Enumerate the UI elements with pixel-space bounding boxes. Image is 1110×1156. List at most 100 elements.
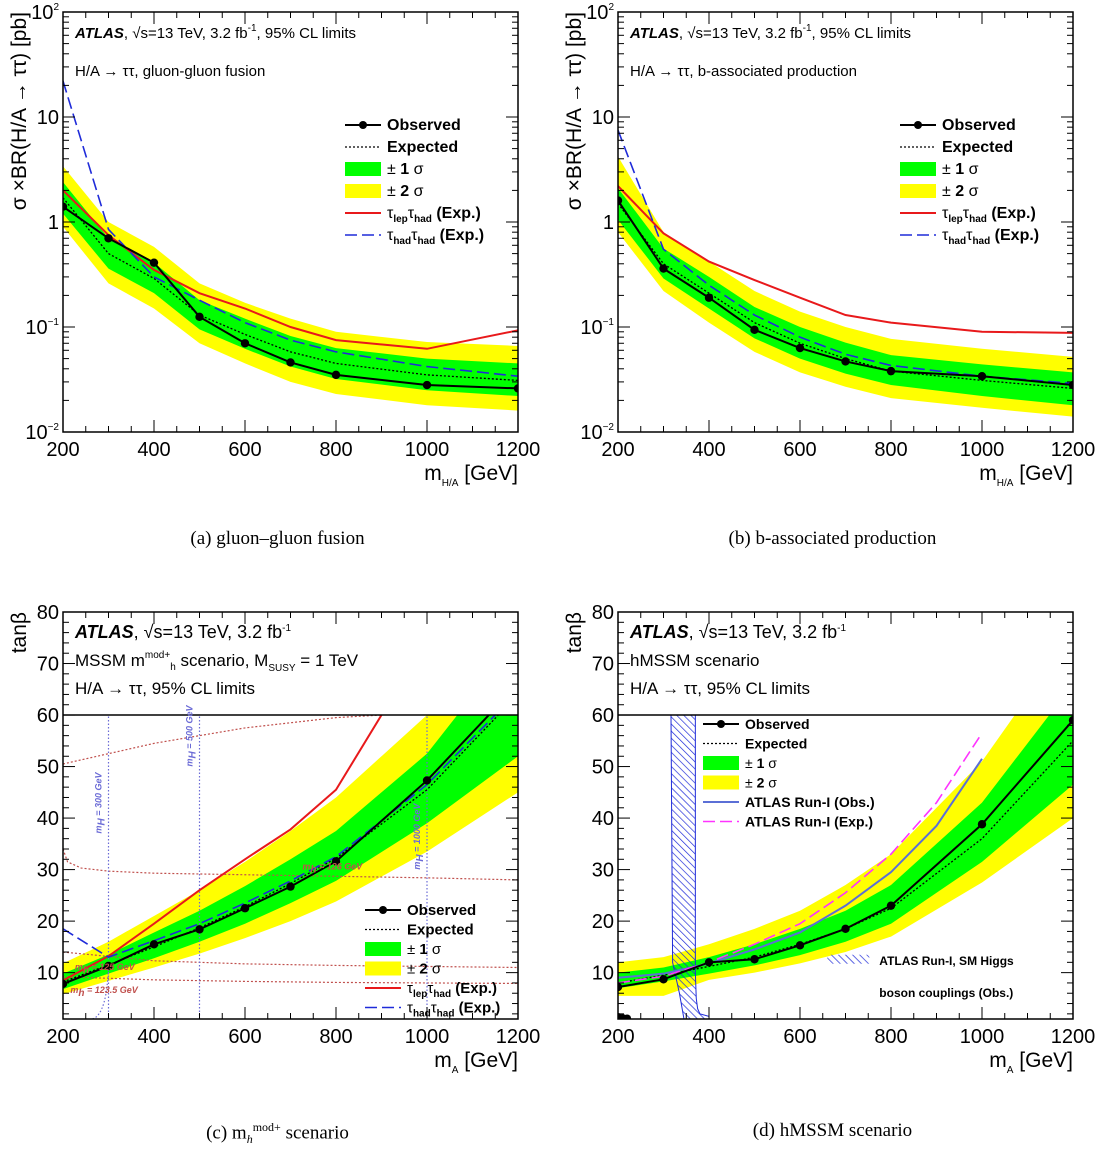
legend-label: ± 1 σ (745, 755, 777, 771)
x-tick-label: 1200 (496, 1026, 541, 1048)
x-tick-label: 1000 (960, 1026, 1005, 1048)
observed-point (149, 258, 159, 267)
legend-label: Expected (407, 922, 474, 939)
legend-label: Observed (745, 716, 810, 732)
observed-point (618, 196, 623, 205)
y-tick-label: 10 (37, 107, 59, 129)
legend-marker-observed (717, 720, 725, 728)
caption-a: (a) gluon–gluon fusion (190, 528, 365, 549)
y-tick-label: 20 (592, 911, 614, 933)
subtitle-2: H/A → ττ, 95% CL limits (630, 679, 810, 698)
legend-label: Observed (387, 117, 461, 134)
caption-b: (b) b-associated production (728, 528, 937, 549)
x-tick-label: 800 (874, 1026, 907, 1048)
mH-line-label: mH = 500 GeV (185, 705, 199, 767)
observed-point (886, 901, 896, 910)
mH-curve (92, 962, 110, 1019)
x-tick-label: 200 (601, 439, 634, 461)
band-2sigma (63, 166, 518, 411)
x-tick-label: 600 (783, 439, 816, 461)
y-axis-label: tanβ (563, 612, 586, 653)
y-tick-label: 10 (592, 963, 614, 985)
legend-marker-observed (359, 121, 367, 129)
hadhad-line (63, 80, 518, 377)
subtitle: H/A → ττ, b-associated production (630, 63, 857, 80)
y-tick-label: 1 (48, 212, 59, 234)
expected-line (618, 203, 1073, 390)
caption-c: (c) mhmod+ scenario (206, 1120, 349, 1147)
y-tick-label: 1 (603, 212, 614, 234)
mh-contour-0 (63, 714, 382, 765)
header-region (63, 612, 518, 716)
observed-point (1068, 380, 1073, 390)
legend-label: Expected (387, 139, 458, 156)
legend-label: Observed (942, 117, 1016, 134)
y-tick-label: 10 (592, 107, 614, 129)
plot-area (63, 80, 518, 411)
legend-swatch-2sigma (900, 184, 936, 198)
hadhad-line (618, 129, 1073, 385)
observed-point (841, 357, 850, 366)
y-tick-label: 80 (37, 602, 59, 624)
observed-point (104, 234, 113, 243)
observed-point (286, 358, 295, 367)
y-tick-label: 70 (592, 654, 614, 676)
atlas-header: ATLAS, √s=13 TeV, 3.2 fb-1 (629, 622, 847, 642)
x-tick-label: 800 (319, 1026, 352, 1048)
legend-label-hatch-2: boson couplings (Obs.) (879, 986, 1013, 1000)
y-tick-label: 70 (37, 654, 59, 676)
legend-label: τhadτhad (Exp.) (387, 227, 484, 247)
observed-point (659, 975, 668, 984)
legend-label: ± 2 σ (387, 183, 424, 200)
legend-label: ATLAS Run-I (Exp.) (745, 814, 873, 830)
legend-marker-observed (914, 121, 922, 129)
observed-point (795, 941, 805, 950)
legend-swatch-1sigma (365, 942, 401, 956)
legend-label: ± 1 σ (387, 161, 424, 178)
band-1sigma (63, 637, 518, 990)
legend-label: ATLAS Run-I (Obs.) (745, 794, 875, 810)
observed-point (659, 264, 668, 273)
expected-line (63, 197, 518, 382)
plot-area (618, 129, 1073, 417)
x-tick-label: 400 (692, 439, 725, 461)
y-tick-label: 30 (592, 860, 614, 882)
legend-swatch-1sigma (345, 162, 381, 176)
observed-point (422, 380, 432, 390)
x-tick-label: 800 (874, 439, 907, 461)
legend-label: τlepτhad (Exp.) (407, 980, 497, 1000)
x-tick-label: 1200 (1051, 439, 1096, 461)
x-axis-label: mA [GeV] (434, 1049, 518, 1076)
observed-point (286, 882, 295, 891)
observed-point (331, 857, 341, 866)
observed-point (704, 958, 714, 967)
x-tick-label: 600 (783, 1026, 816, 1048)
observed-point (841, 924, 850, 934)
legend-label: ± 2 σ (407, 961, 442, 978)
x-tick-label: 600 (228, 1026, 261, 1048)
x-tick-label: 200 (46, 1026, 79, 1048)
x-tick-label: 1200 (1051, 1026, 1096, 1048)
observed-point (240, 904, 250, 913)
observed-point (195, 925, 204, 934)
atlas-header: ATLAS, √s=13 TeV, 3.2 fb-1, 95% CL limit… (629, 23, 911, 42)
mh-contour-label: mh = 126 GeV (302, 862, 363, 876)
y-tick-label: 10−2 (580, 422, 614, 444)
lephad-line (63, 714, 383, 982)
y-tick-label: 60 (592, 705, 614, 727)
subtitle: H/A → ττ, gluon-gluon fusion (75, 63, 265, 80)
observed-point (886, 366, 896, 376)
observed-point (1068, 715, 1073, 725)
y-tick-label: 10−1 (25, 317, 59, 339)
y-tick-label: 10 (37, 963, 59, 985)
x-axis-label: mH/A [GeV] (424, 462, 518, 489)
y-tick-label: 102 (586, 2, 614, 24)
observed-point (195, 312, 204, 322)
legend-swatch-1sigma (900, 162, 936, 176)
x-tick-label: 800 (319, 439, 352, 461)
observed-point (149, 940, 159, 949)
x-tick-label: 1000 (960, 439, 1005, 461)
panel-d: 200 400 600 800 1000 1200 10 20 30 40 50 60 70 80 mA [… (563, 602, 1096, 1076)
observed-point (422, 776, 432, 785)
